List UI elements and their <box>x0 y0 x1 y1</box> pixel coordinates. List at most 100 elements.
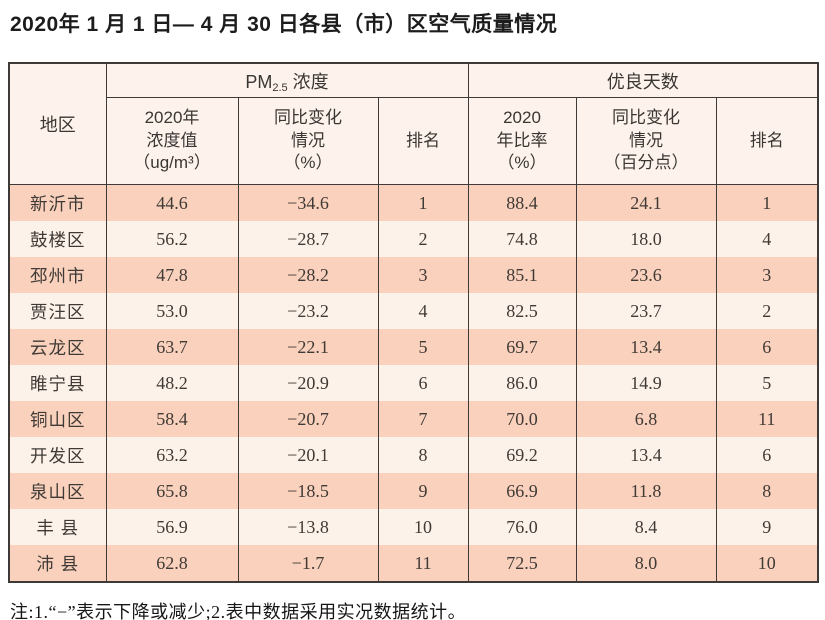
good-change-cell: 13.4 <box>575 329 717 365</box>
region-cell: 开发区 <box>8 437 107 473</box>
good-rate-cell: 88.4 <box>467 184 577 221</box>
table-row: 邳州市 47.8 −28.2 3 85.1 23.6 3 <box>8 257 819 293</box>
good-rate-header: 2020 年比率 （%） <box>467 97 577 185</box>
pm-change-cell: −20.7 <box>237 401 379 437</box>
good-rank-cell: 5 <box>715 365 819 401</box>
table-header: 地区 PM2.5 浓度 优良天数 2020年 浓度值 （ug/m³） 同比变化 … <box>8 62 819 185</box>
region-cell: 铜山区 <box>8 401 107 437</box>
table-row: 丰 县 56.9 −13.8 10 76.0 8.4 9 <box>8 509 819 545</box>
good-change-cell: 24.1 <box>575 184 717 221</box>
table-body: 新沂市 44.6 −34.6 1 88.4 24.1 1 鼓楼区 56.2 −2… <box>8 184 819 582</box>
region-cell: 云龙区 <box>8 329 107 365</box>
good-rate-cell: 85.1 <box>467 257 577 293</box>
good-rate-cell: 69.2 <box>467 437 577 473</box>
good-change-cell: 23.7 <box>575 293 717 329</box>
air-quality-table: 地区 PM2.5 浓度 优良天数 2020年 浓度值 （ug/m³） 同比变化 … <box>8 62 820 583</box>
group-header-row: 地区 PM2.5 浓度 优良天数 <box>8 62 819 185</box>
good-rate-cell: 76.0 <box>467 509 577 545</box>
pm-value-cell: 47.8 <box>105 257 239 293</box>
good-change-cell: 11.8 <box>575 473 717 509</box>
pm-rank-cell: 2 <box>377 221 469 257</box>
good-change-cell: 8.4 <box>575 509 717 545</box>
pm-value-cell: 44.6 <box>105 184 239 221</box>
table-row: 开发区 63.2 −20.1 8 69.2 13.4 6 <box>8 437 819 473</box>
pm-rank-cell: 4 <box>377 293 469 329</box>
pm-change-cell: −28.7 <box>237 221 379 257</box>
pm-rank-cell: 1 <box>377 184 469 221</box>
pm-change-cell: −18.5 <box>237 473 379 509</box>
region-cell: 泉山区 <box>8 473 107 509</box>
pm-rank-cell: 5 <box>377 329 469 365</box>
good-rate-cell: 69.7 <box>467 329 577 365</box>
region-cell: 新沂市 <box>8 184 107 221</box>
pm-change-cell: −22.1 <box>237 329 379 365</box>
good-change-cell: 13.4 <box>575 437 717 473</box>
pm25-group-header: PM2.5 浓度 <box>105 62 469 98</box>
region-cell: 丰 县 <box>8 509 107 545</box>
pm-value-header: 2020年 浓度值 （ug/m³） <box>105 97 239 185</box>
table-row: 新沂市 44.6 −34.6 1 88.4 24.1 1 <box>8 184 819 221</box>
pm25-label-subscript: 2.5 <box>272 81 288 94</box>
pm-value-cell: 65.8 <box>105 473 239 509</box>
table-row: 沛 县 62.8 −1.7 11 72.5 8.0 10 <box>8 545 819 582</box>
good-rank-cell: 6 <box>715 329 819 365</box>
footnote: 注:1.“−”表示下降或减少;2.表中数据采用实况数据统计。 <box>10 602 467 620</box>
pm-change-cell: −28.2 <box>237 257 379 293</box>
pm-change-cell: −23.2 <box>237 293 379 329</box>
page-title: 2020年 1 月 1 日— 4 月 30 日各县（市）区空气质量情况 <box>10 13 558 36</box>
good-rank-cell: 3 <box>715 257 819 293</box>
pm25-label-prefix: PM <box>245 71 273 92</box>
good-rank-cell: 1 <box>715 184 819 221</box>
pm-change-cell: −34.6 <box>237 184 379 221</box>
good-rate-cell: 86.0 <box>467 365 577 401</box>
pm-change-cell: −20.9 <box>237 365 379 401</box>
good-rank-cell: 10 <box>715 545 819 582</box>
region-cell: 鼓楼区 <box>8 221 107 257</box>
pm-rank-cell: 6 <box>377 365 469 401</box>
good-rate-cell: 82.5 <box>467 293 577 329</box>
pm-rank-cell: 8 <box>377 437 469 473</box>
good-rank-header: 排名 <box>715 97 819 185</box>
pm-change-header: 同比变化 情况 （%） <box>237 97 379 185</box>
pm-value-cell: 62.8 <box>105 545 239 582</box>
good-rate-cell: 74.8 <box>467 221 577 257</box>
pm-change-cell: −13.8 <box>237 509 379 545</box>
pm-rank-cell: 9 <box>377 473 469 509</box>
good-rank-cell: 9 <box>715 509 819 545</box>
good-change-cell: 6.8 <box>575 401 717 437</box>
good-rank-cell: 4 <box>715 221 819 257</box>
region-column-header: 地区 <box>8 62 107 185</box>
region-cell: 沛 县 <box>8 545 107 582</box>
good-change-cell: 8.0 <box>575 545 717 582</box>
pm-value-cell: 63.2 <box>105 437 239 473</box>
pm-value-cell: 48.2 <box>105 365 239 401</box>
pm25-label-suffix: 浓度 <box>287 71 329 92</box>
pm-rank-cell: 11 <box>377 545 469 582</box>
pm-change-cell: −1.7 <box>237 545 379 582</box>
pm-value-cell: 63.7 <box>105 329 239 365</box>
pm-change-cell: −20.1 <box>237 437 379 473</box>
good-rate-cell: 66.9 <box>467 473 577 509</box>
region-cell: 贾汪区 <box>8 293 107 329</box>
good-change-cell: 18.0 <box>575 221 717 257</box>
good-rate-cell: 70.0 <box>467 401 577 437</box>
sub-header-row: 2020年 浓度值 （ug/m³） 同比变化 情况 （%） 排名 2020 年比… <box>9 97 819 185</box>
good-change-header: 同比变化 情况 （百分点） <box>575 97 717 185</box>
table-row: 云龙区 63.7 −22.1 5 69.7 13.4 6 <box>8 329 819 365</box>
table-row: 鼓楼区 56.2 −28.7 2 74.8 18.0 4 <box>8 221 819 257</box>
good-change-cell: 23.6 <box>575 257 717 293</box>
good-rank-cell: 8 <box>715 473 819 509</box>
good-days-group-header: 优良天数 <box>467 62 819 98</box>
pm-value-cell: 56.9 <box>105 509 239 545</box>
good-rate-cell: 72.5 <box>467 545 577 582</box>
table-row: 贾汪区 53.0 −23.2 4 82.5 23.7 2 <box>8 293 819 329</box>
pm-value-cell: 53.0 <box>105 293 239 329</box>
good-rank-cell: 11 <box>715 401 819 437</box>
region-cell: 睢宁县 <box>8 365 107 401</box>
table-row: 睢宁县 48.2 −20.9 6 86.0 14.9 5 <box>8 365 819 401</box>
good-rank-cell: 6 <box>715 437 819 473</box>
pm-value-cell: 56.2 <box>105 221 239 257</box>
pm-rank-cell: 10 <box>377 509 469 545</box>
table-row: 泉山区 65.8 −18.5 9 66.9 11.8 8 <box>8 473 819 509</box>
